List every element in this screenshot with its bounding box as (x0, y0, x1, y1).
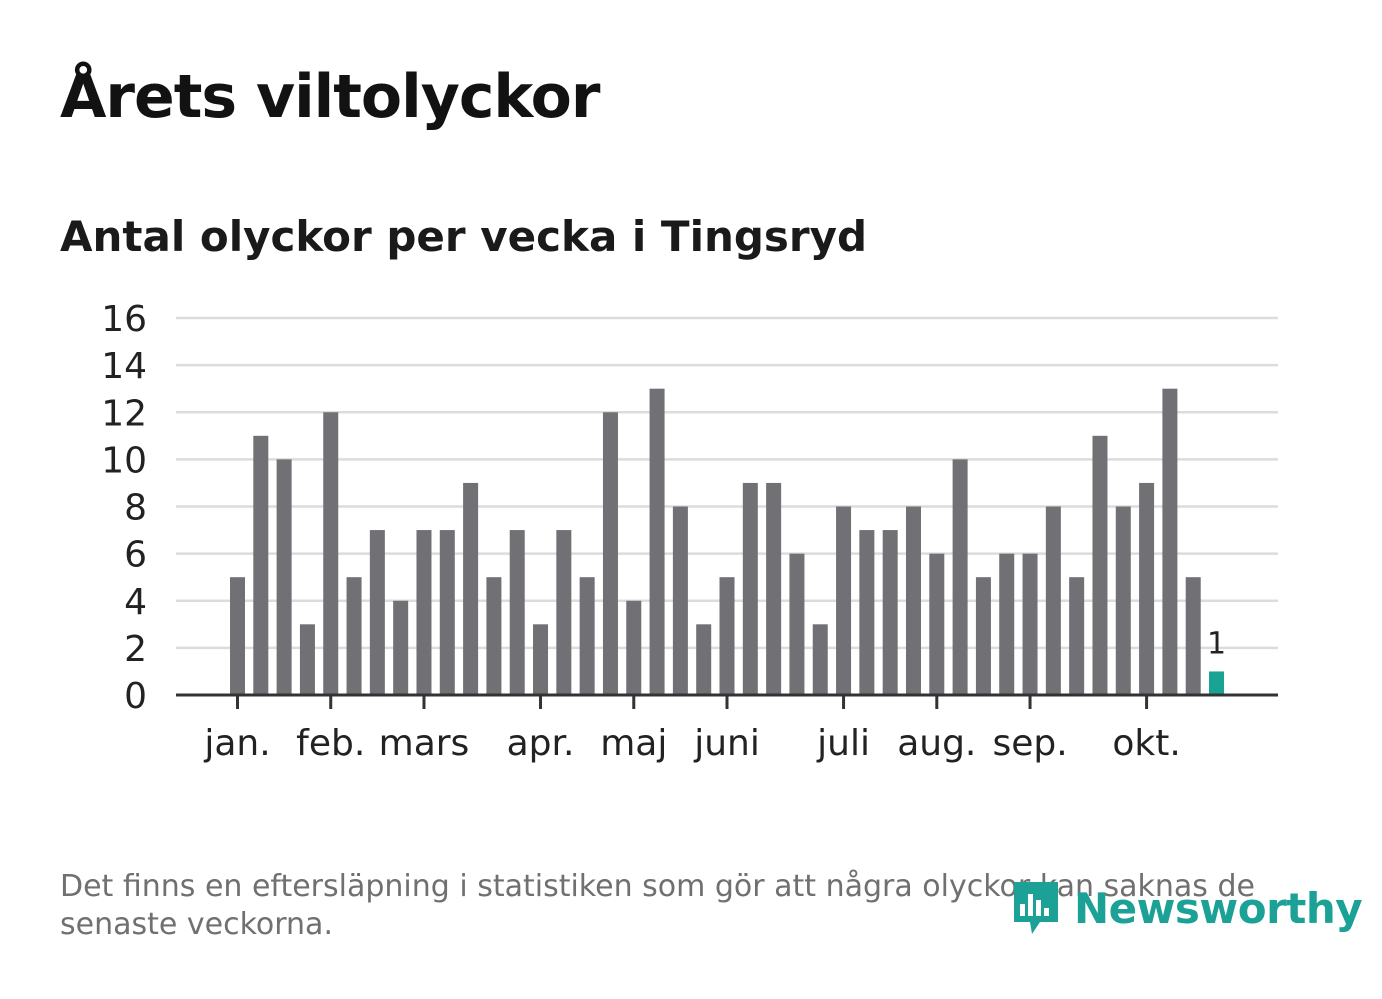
bar (1115, 506, 1131, 695)
newsworthy-logo: Newsworthy (1010, 878, 1363, 938)
bar (533, 624, 549, 695)
bar (416, 530, 432, 695)
bar (299, 624, 315, 695)
bar (882, 530, 898, 695)
bar (393, 600, 409, 695)
axes (176, 693, 1278, 709)
bar (696, 624, 712, 695)
bar (346, 577, 362, 695)
x-tick-label: mars (379, 723, 470, 764)
bar (929, 553, 945, 695)
newsworthy-logo-icon (1014, 882, 1058, 934)
bar (789, 553, 805, 695)
x-tick-label: aug. (897, 723, 976, 764)
newsworthy-logo-text: Newsworthy (1074, 883, 1363, 933)
bar (509, 530, 525, 695)
bars (230, 388, 1225, 695)
x-tick-label: juli (816, 723, 870, 764)
bar (719, 577, 735, 695)
bar (1022, 553, 1038, 695)
bar (626, 600, 642, 695)
bar (463, 482, 479, 695)
x-tick-label: maj (600, 723, 667, 764)
bar (602, 412, 618, 695)
x-tick-label: apr. (507, 723, 575, 764)
x-tick-label: jan. (203, 723, 270, 764)
bar (230, 577, 245, 695)
bar (323, 412, 339, 695)
y-tick-label: 10 (101, 440, 147, 481)
bar (439, 530, 455, 695)
y-tick-label: 6 (124, 535, 147, 576)
bar (649, 388, 665, 695)
bar (1139, 482, 1155, 695)
bar (975, 577, 991, 695)
chart-subtitle: Antal olyckor per vecka i Tingsryd (60, 212, 868, 261)
bar (1162, 388, 1178, 695)
x-tick-label: juni (693, 723, 760, 764)
y-tick-label: 4 (124, 582, 147, 623)
y-tick-label: 14 (101, 346, 147, 387)
bar (276, 459, 292, 695)
bar (556, 530, 572, 695)
y-tick-label: 16 (101, 299, 147, 340)
x-tick-label: okt. (1112, 723, 1180, 764)
bar (812, 624, 828, 695)
bar (905, 506, 921, 695)
y-tick-label: 8 (124, 488, 147, 529)
bar (859, 530, 875, 695)
bar (1185, 577, 1201, 695)
bar (742, 482, 758, 695)
chart-title: Årets viltolyckor (60, 62, 600, 132)
bar (253, 435, 269, 695)
bar (836, 506, 852, 695)
bar (952, 459, 968, 695)
bar (369, 530, 385, 695)
y-tick-label: 12 (101, 393, 147, 434)
bar-highlight (1209, 671, 1225, 695)
labels: 0 2 4 6 8 10 12 14 16 1 jan. feb. mars apr. maj juni jul… (101, 299, 1226, 764)
bar (1069, 577, 1085, 695)
x-tick-label: sep. (992, 723, 1067, 764)
bar (766, 482, 782, 695)
bar (999, 553, 1015, 695)
y-tick-label: 0 (124, 676, 147, 717)
bar (1045, 506, 1061, 695)
bar (672, 506, 688, 695)
bar (486, 577, 502, 695)
bar (579, 577, 595, 695)
highlight-data-label: 1 (1207, 626, 1226, 661)
x-tick-label: feb. (296, 723, 365, 764)
bar-chart: 0 2 4 6 8 10 12 14 16 1 jan. feb. mars apr. maj juni jul… (101, 299, 1278, 764)
y-tick-label: 2 (124, 629, 147, 670)
bar (1092, 435, 1108, 695)
